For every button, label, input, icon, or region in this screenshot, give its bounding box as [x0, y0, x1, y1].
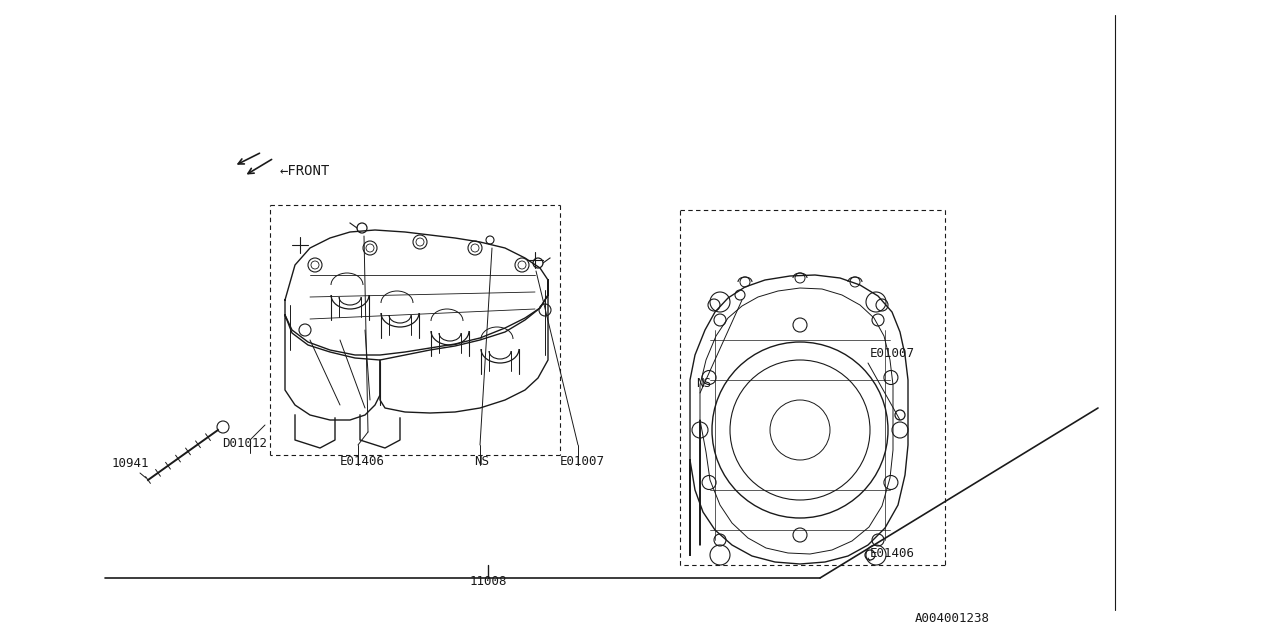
Text: E01007: E01007 — [870, 347, 915, 360]
Text: NS: NS — [474, 455, 489, 468]
Text: E01406: E01406 — [870, 547, 915, 560]
Text: D01012: D01012 — [221, 437, 268, 450]
Text: E01007: E01007 — [561, 455, 605, 468]
Text: NS: NS — [696, 377, 710, 390]
Text: ←FRONT: ←FRONT — [280, 164, 330, 178]
Text: 11008: 11008 — [470, 575, 507, 588]
Text: A004001238: A004001238 — [915, 612, 989, 625]
Text: E01406: E01406 — [340, 455, 385, 468]
Text: 10941: 10941 — [113, 457, 150, 470]
